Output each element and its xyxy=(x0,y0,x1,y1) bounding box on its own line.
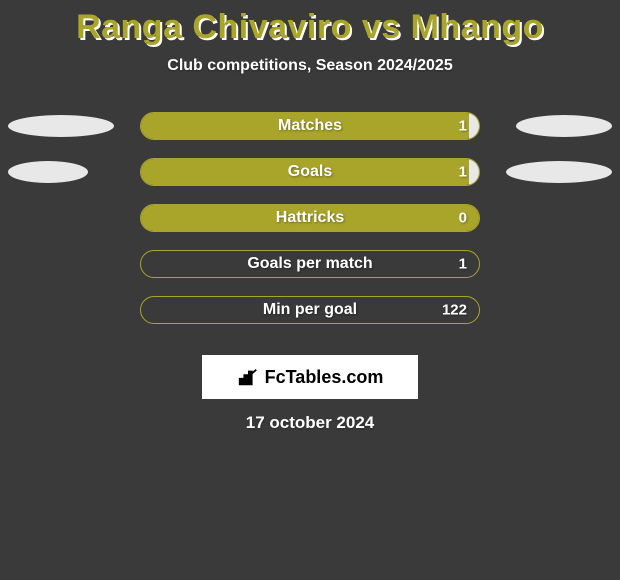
stat-label: Hattricks xyxy=(276,209,344,227)
bar-fill-right xyxy=(469,113,479,139)
player-left-ellipse xyxy=(8,161,88,183)
stat-row: Goals 1 xyxy=(0,149,620,195)
stat-bar: Min per goal 122 xyxy=(140,296,480,324)
player-right-ellipse xyxy=(506,161,612,183)
subtitle: Club competitions, Season 2024/2025 xyxy=(167,57,452,75)
stat-row: Hattricks 0 xyxy=(0,195,620,241)
stat-right-value: 1 xyxy=(459,164,467,181)
stat-row: Matches 1 xyxy=(0,103,620,149)
player-left-ellipse xyxy=(8,115,114,137)
stat-label: Goals per match xyxy=(247,255,372,273)
stat-bar: Hattricks 0 xyxy=(140,204,480,232)
stat-row: Min per goal 122 xyxy=(0,287,620,333)
stat-bar: Matches 1 xyxy=(140,112,480,140)
stat-right-value: 0 xyxy=(459,210,467,227)
stat-row: Goals per match 1 xyxy=(0,241,620,287)
stat-right-value: 1 xyxy=(459,118,467,135)
stat-right-value: 122 xyxy=(442,302,467,319)
chart-icon xyxy=(237,366,259,388)
stat-bar: Goals 1 xyxy=(140,158,480,186)
comparison-infographic: Ranga Chivaviro vs Mhango Club competiti… xyxy=(0,0,620,580)
date-text: 17 october 2024 xyxy=(246,413,375,433)
logo-text: FcTables.com xyxy=(265,367,384,388)
stat-label: Min per goal xyxy=(263,301,357,319)
stat-right-value: 1 xyxy=(459,256,467,273)
stat-label: Matches xyxy=(278,117,342,135)
bar-fill-right xyxy=(469,159,479,185)
stats-area: Matches 1 Goals 1 Hattricks 0 Goals per match 1… xyxy=(0,103,620,333)
logo-box: FcTables.com xyxy=(202,355,418,399)
player-right-ellipse xyxy=(516,115,612,137)
stat-bar: Goals per match 1 xyxy=(140,250,480,278)
page-title: Ranga Chivaviro vs Mhango xyxy=(76,8,544,47)
stat-label: Goals xyxy=(288,163,332,181)
